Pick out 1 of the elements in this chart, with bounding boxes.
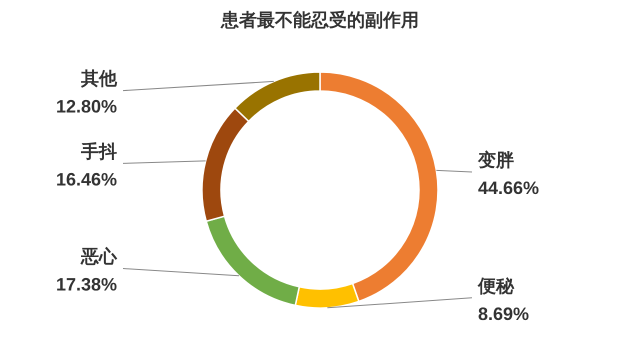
chart-title: 患者最不能忍受的副作用 (220, 10, 419, 30)
